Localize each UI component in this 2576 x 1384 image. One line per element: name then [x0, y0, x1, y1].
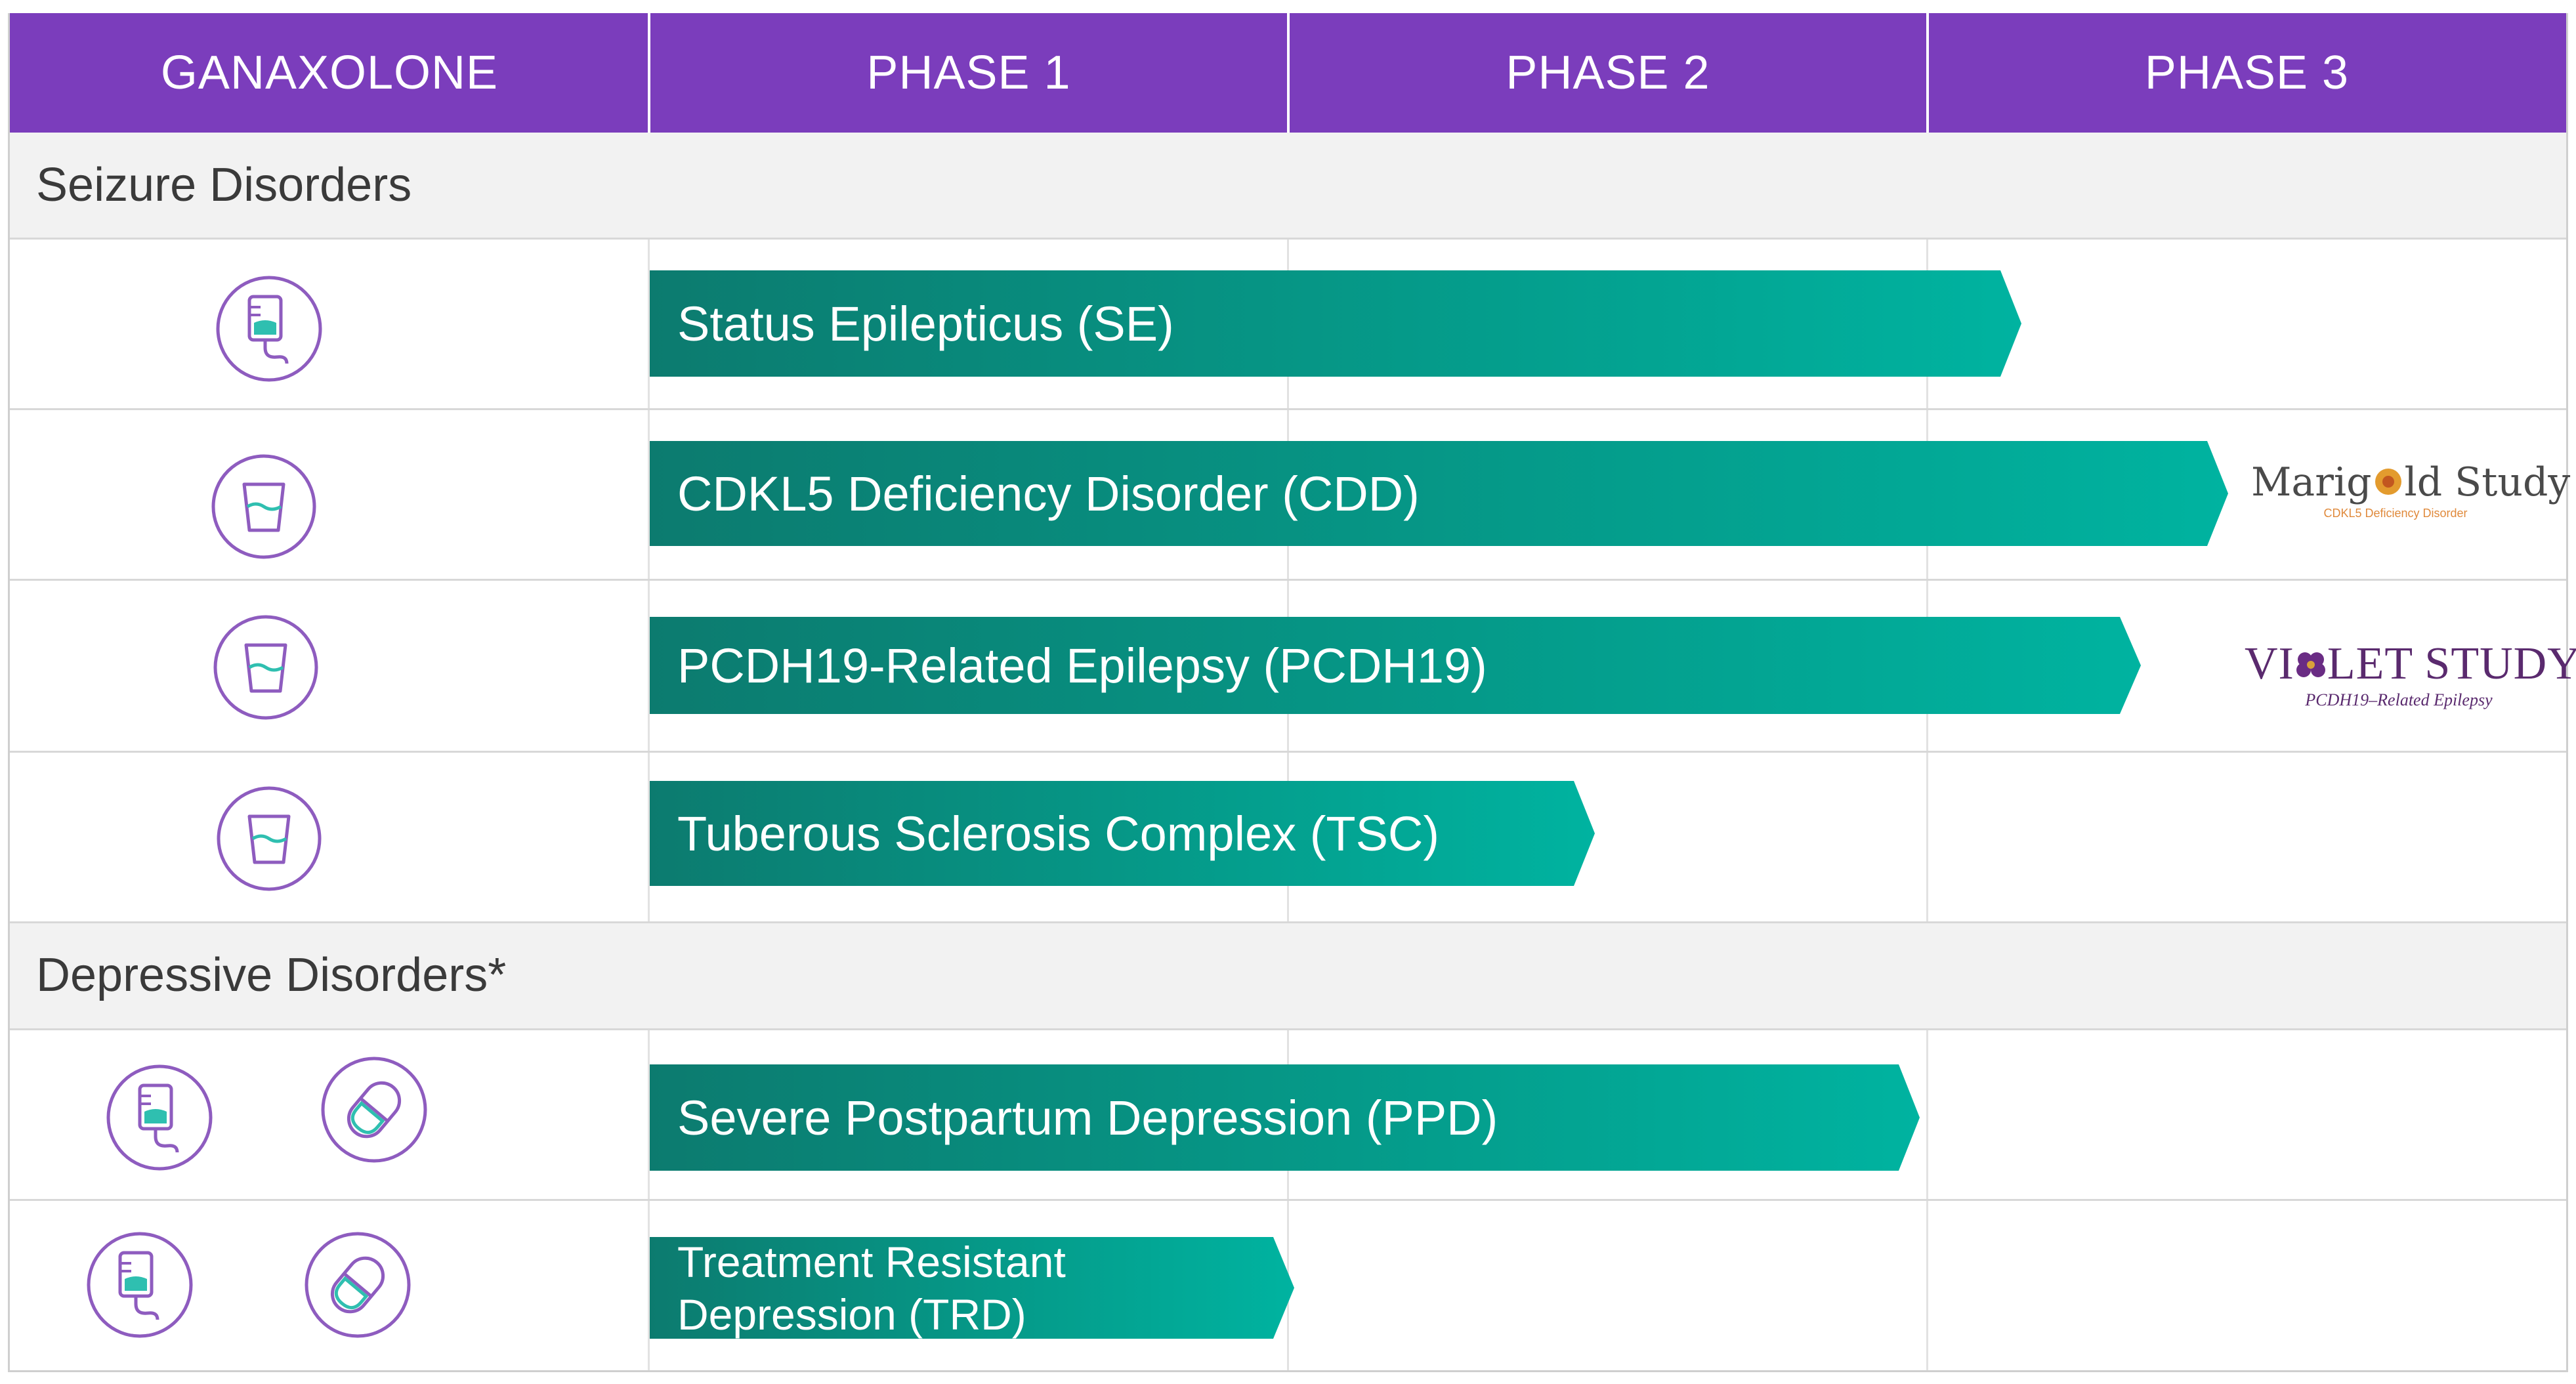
violet-study-logo: VI LET STUDY PCDH19–Related Epilepsy — [2245, 638, 2576, 710]
row-divider — [10, 579, 2566, 581]
header-label: PHASE 2 — [1506, 47, 1710, 99]
row-divider — [10, 751, 2566, 753]
program-label: Severe Postpartum Depression (PPD) — [677, 1090, 1498, 1145]
table-border — [2566, 13, 2568, 1372]
cup-icon — [211, 454, 316, 559]
header-label: PHASE 3 — [2144, 47, 2350, 99]
iv-bag-icon — [106, 1064, 213, 1171]
header-phase-3: PHASE 3 — [1928, 13, 2566, 133]
section-title: Depressive Disorders* — [36, 949, 507, 1001]
header-divider — [648, 13, 650, 133]
header-divider — [1926, 13, 1929, 133]
capsule-icon — [305, 1232, 411, 1338]
violet-study-title: VI LET STUDY — [2245, 639, 2576, 689]
section-depressive-disorders: Depressive Disorders* — [10, 922, 2566, 1028]
table-border — [8, 1370, 2568, 1372]
header-label: PHASE 1 — [866, 47, 1071, 99]
iv-bag-icon — [87, 1232, 193, 1338]
section-seizure-disorders: Seizure Disorders — [10, 133, 2566, 238]
program-bar-ppd: Severe Postpartum Depression (PPD) — [650, 1064, 1920, 1171]
marigold-flower-icon — [2375, 469, 2401, 495]
program-label: Tuberous Sclerosis Complex (TSC) — [677, 806, 1440, 861]
marigold-study-subtitle: CDKL5 Deficiency Disorder — [2323, 507, 2468, 520]
row-divider — [10, 921, 2566, 923]
header-divider — [1287, 13, 1290, 133]
violet-flower-icon — [2296, 652, 2325, 677]
row-divider — [10, 408, 2566, 410]
program-bar-trd: Treatment Resistant Depression (TRD) — [650, 1237, 1294, 1339]
table-border — [8, 13, 10, 1372]
program-label: PCDH19-Related Epilepsy (PCDH19) — [677, 638, 1487, 693]
program-bar-tsc: Tuberous Sclerosis Complex (TSC) — [650, 781, 1595, 886]
program-label-line-2: Depression (TRD) — [677, 1290, 1026, 1339]
section-title: Seizure Disorders — [36, 159, 412, 211]
capsule-icon — [321, 1057, 427, 1163]
row-divider — [10, 1028, 2566, 1030]
program-label: Treatment Resistant Depression (TRD) — [677, 1236, 1066, 1341]
cup-icon — [217, 786, 322, 891]
header-label: GANAXOLONE — [160, 47, 499, 99]
header-phase-1: PHASE 1 — [649, 13, 1288, 133]
marigold-study-title: Marig ld Study — [2251, 459, 2571, 505]
header-ganaxolone: GANAXOLONE — [10, 13, 649, 133]
program-label: Status Epilepticus (SE) — [677, 296, 1174, 351]
header-phase-2: PHASE 2 — [1288, 13, 1928, 133]
marigold-study-logo: Marig ld Study CDKL5 Deficiency Disorder — [2251, 459, 2571, 520]
program-bar-cdd: CDKL5 Deficiency Disorder (CDD) — [650, 441, 2228, 546]
program-label-line-1: Treatment Resistant — [677, 1237, 1066, 1286]
cup-icon — [213, 615, 318, 720]
program-label: CDKL5 Deficiency Disorder (CDD) — [677, 466, 1420, 521]
row-divider — [10, 238, 2566, 240]
violet-study-subtitle: PCDH19–Related Epilepsy — [2305, 690, 2493, 709]
program-bar-pcdh19: PCDH19-Related Epilepsy (PCDH19) — [650, 617, 2141, 714]
program-bar-se: Status Epilepticus (SE) — [650, 270, 2021, 377]
iv-bag-icon — [216, 276, 322, 382]
row-divider — [10, 1199, 2566, 1201]
